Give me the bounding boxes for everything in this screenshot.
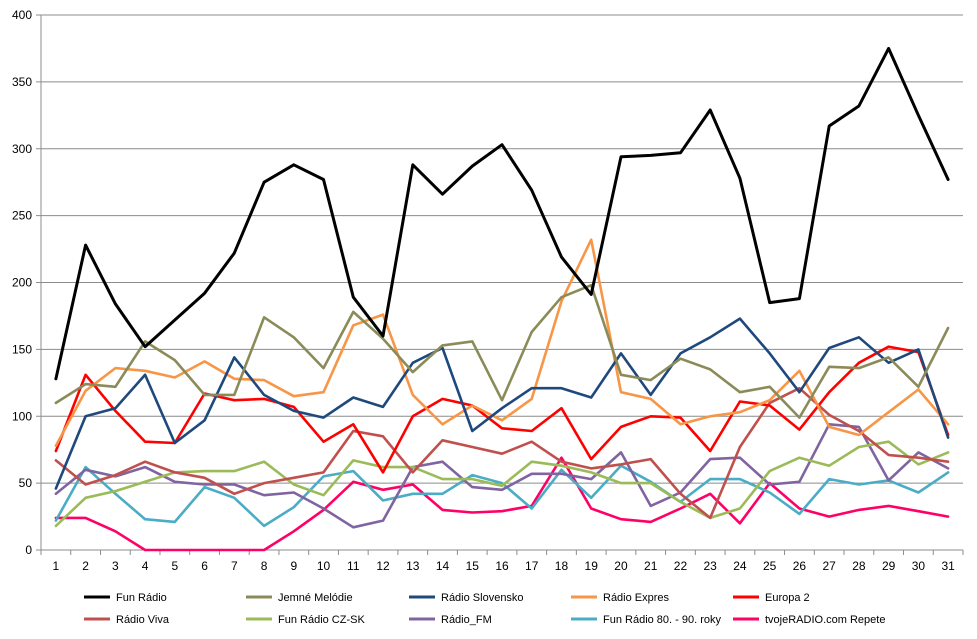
series-line-6 — [54, 440, 950, 528]
series-line-7 — [54, 422, 950, 529]
y-tick-label: 350 — [12, 75, 32, 89]
legend-label: Rádio Expres — [603, 592, 670, 604]
x-tick-label: 19 — [585, 559, 599, 573]
y-tick-label: 50 — [19, 476, 33, 490]
y-tick-label: 200 — [12, 276, 32, 290]
x-tick-label: 25 — [763, 559, 777, 573]
series-line-5 — [54, 386, 950, 520]
x-tick-label: 16 — [495, 559, 509, 573]
x-tick-label: 24 — [733, 559, 747, 573]
x-tick-label: 3 — [112, 559, 119, 573]
x-tick-label: 11 — [347, 559, 360, 573]
x-tick-label: 23 — [704, 559, 718, 573]
y-tick-label: 300 — [12, 142, 32, 156]
y-axis-ticks: 0 50 100 150 200 250 300 350 400 — [12, 8, 41, 557]
y-tick-label: 400 — [12, 8, 32, 22]
x-tick-label: 15 — [466, 559, 480, 573]
x-tick-label: 21 — [644, 559, 658, 573]
x-tick-label: 18 — [555, 559, 569, 573]
x-tick-label: 10 — [317, 559, 331, 573]
x-tick-label: 22 — [674, 559, 688, 573]
series-lines — [54, 46, 950, 552]
legend-label: Jemné Melódie — [278, 592, 353, 604]
legend-item: Fun Rádio 80. - 90. roky — [571, 614, 722, 626]
legend-label: tvojeRADIO.com Repete — [765, 614, 885, 626]
y-tick-label: 0 — [25, 543, 32, 557]
legend-item: Rádio_FM — [409, 614, 492, 626]
x-tick-label: 7 — [231, 559, 238, 573]
x-tick-label: 27 — [822, 559, 836, 573]
x-tick-label: 6 — [201, 559, 208, 573]
series-line-3 — [54, 238, 950, 448]
x-tick-label: 26 — [793, 559, 807, 573]
y-tick-label: 250 — [12, 209, 32, 223]
legend-label: Fun Rádio 80. - 90. roky — [603, 614, 722, 626]
x-tick-label: 13 — [406, 559, 420, 573]
legend-label: Fun Rádio CZ-SK — [278, 614, 365, 626]
legend-label: Fun Rádio — [116, 592, 167, 604]
x-tick-label: 12 — [376, 559, 390, 573]
series-line-0 — [54, 46, 950, 381]
legend-label: Rádio Viva — [116, 614, 170, 626]
legend-item: Jemné Melódie — [246, 592, 353, 604]
y-tick-label: 100 — [12, 409, 32, 423]
legend-item: Fun Rádio CZ-SK — [246, 614, 365, 626]
x-tick-label: 31 — [941, 559, 955, 573]
x-tick-label: 1 — [53, 559, 60, 573]
gridlines — [41, 14, 963, 551]
legend-item: Rádio Expres — [571, 592, 670, 604]
x-tick-label: 17 — [525, 559, 539, 573]
legend-item: Europa 2 — [733, 592, 810, 604]
x-axis-ticks: 1 2 3 4 5 6 7 8 9 10 11 12 13 14 15 16 17 18 19 20 21 22 23 24 2… — [40, 550, 964, 573]
series-line-8 — [54, 464, 950, 528]
x-tick-label: 28 — [852, 559, 866, 573]
x-tick-label: 4 — [142, 559, 149, 573]
x-tick-label: 14 — [436, 559, 450, 573]
legend-item: tvojeRADIO.com Repete — [733, 614, 885, 626]
x-tick-label: 20 — [614, 559, 628, 573]
series-line-9 — [54, 456, 950, 552]
legend-item: Rádio Slovensko — [409, 592, 524, 604]
x-tick-label: 9 — [290, 559, 297, 573]
x-tick-label: 5 — [171, 559, 178, 573]
x-tick-label: 30 — [912, 559, 926, 573]
legend-item: Rádio Viva — [84, 614, 170, 626]
legend-item: Fun Rádio — [84, 592, 167, 604]
legend-label: Rádio Slovensko — [441, 592, 524, 604]
legend-label: Rádio_FM — [441, 614, 492, 626]
x-tick-label: 8 — [261, 559, 268, 573]
y-tick-label: 150 — [12, 342, 32, 356]
legend: Fun Rádio Jemné Melódie Rádio Slovensko Rád… — [84, 592, 885, 626]
series-line-1 — [54, 283, 950, 419]
x-tick-label: 2 — [82, 559, 89, 573]
legend-label: Europa 2 — [765, 592, 810, 604]
series-line-2 — [54, 317, 950, 490]
x-tick-label: 29 — [882, 559, 896, 573]
